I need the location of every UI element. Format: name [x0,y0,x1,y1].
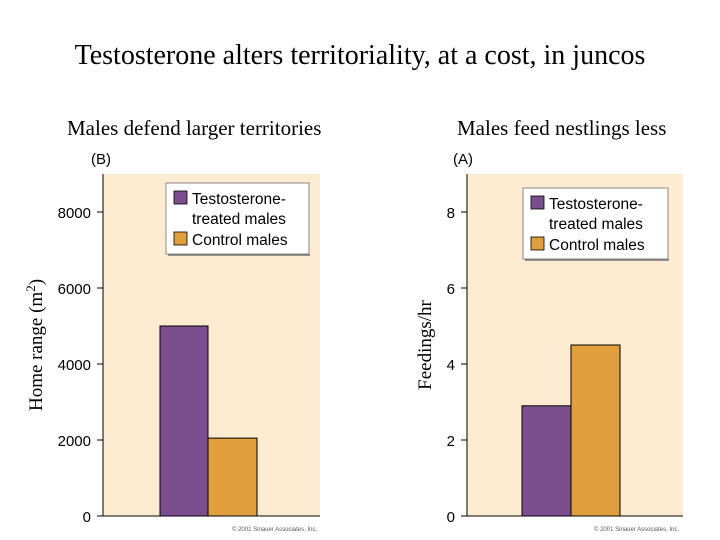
copyright-text: © 2001 Sinauer Associates, Inc. [594,526,679,533]
bar-control [207,437,258,517]
legend-swatch-control [530,236,545,251]
y-tick-label: 6000 [58,281,91,298]
panel-label: (B) [91,151,111,168]
slide-title: Testosterone alters territoriality, at a… [74,40,646,71]
legend-swatch-treated [530,195,545,210]
y-tick-label: 0 [83,509,91,526]
bar-testosterone-treated [159,325,209,517]
legend-swatch-treated [173,190,188,205]
bar-control [570,344,621,517]
legend-label-control: Control males [549,237,645,254]
panel-label: (A) [453,151,473,168]
y-tick-label: 8 [447,205,455,222]
legend-box [165,182,310,255]
legend-label-treated-line2: treated males [549,216,643,233]
left-chart-subtitle: Males defend larger territories [67,116,322,140]
right-chart-subtitle: Males feed nestlings less [457,116,667,140]
legend-label-control: Control males [192,232,288,249]
legend-swatch-control [173,231,188,246]
y-tick-label: 2 [447,433,455,450]
y-tick-label: 0 [447,509,455,526]
y-tick-label: 4000 [58,357,91,374]
y-tick-label: 2000 [58,433,91,450]
legend-label-treated-line1: Testosterone- [192,191,286,208]
legend-box [522,187,669,260]
y-tick-label: 8000 [58,205,91,222]
legend-label-treated-line2: treated males [192,211,286,228]
copyright-text: © 2001 Sinauer Associates, Inc. [232,526,317,533]
y-tick-label: 4 [447,357,455,374]
y-axis-label: Home range (m2) [23,279,47,411]
y-tick-label: 6 [447,281,455,298]
legend-label-treated-line1: Testosterone- [549,196,643,213]
bar-testosterone-treated [521,405,572,517]
y-axis-label: Feedings/hr [415,299,436,389]
